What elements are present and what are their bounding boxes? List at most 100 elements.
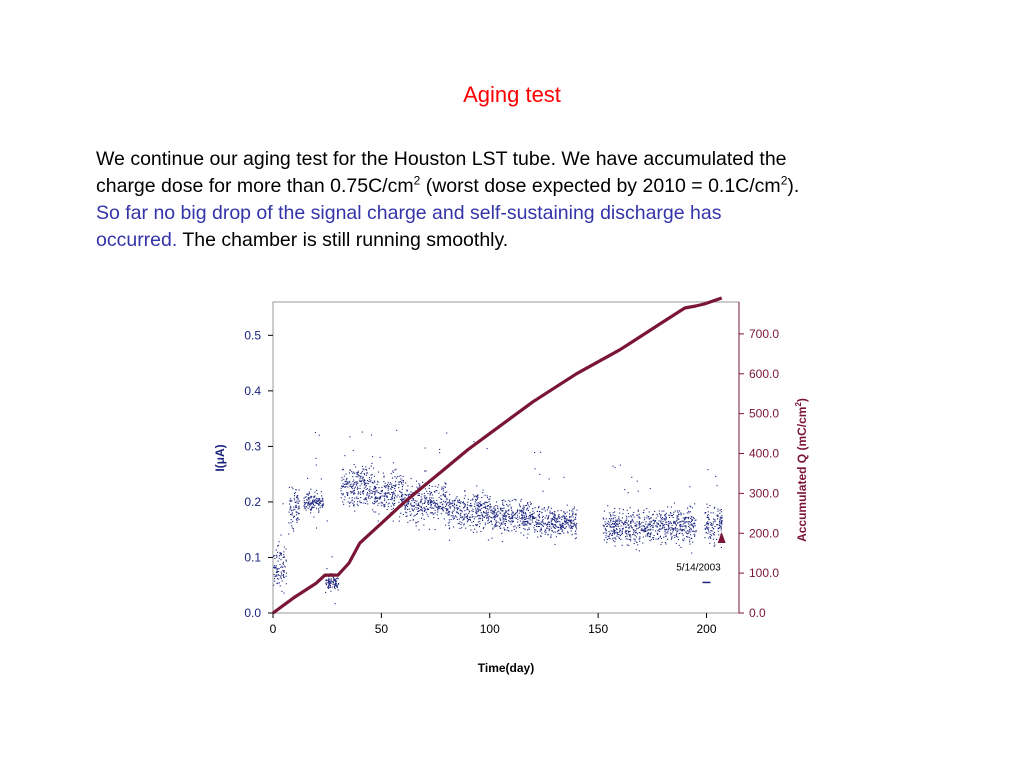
- current-point: [290, 505, 292, 507]
- current-point: [460, 514, 462, 516]
- current-point: [321, 495, 323, 497]
- current-point: [646, 515, 648, 517]
- current-point: [673, 511, 675, 513]
- current-point: [428, 528, 430, 530]
- current-point: [453, 526, 455, 528]
- current-point: [652, 526, 654, 528]
- current-point: [293, 530, 295, 532]
- current-point: [392, 470, 394, 472]
- current-point: [668, 526, 670, 528]
- current-point: [311, 507, 313, 509]
- current-point: [360, 481, 362, 483]
- current-point: [716, 485, 718, 487]
- current-point: [633, 530, 635, 532]
- current-point: [511, 520, 513, 522]
- current-point: [460, 516, 462, 518]
- current-point: [354, 493, 356, 495]
- current-point: [329, 581, 331, 583]
- current-point: [429, 499, 431, 501]
- current-point: [371, 474, 373, 476]
- current-point: [285, 559, 287, 561]
- current-point: [560, 533, 562, 535]
- current-point: [713, 533, 715, 535]
- current-point: [655, 525, 657, 527]
- current-point: [544, 531, 546, 533]
- current-point: [504, 523, 506, 525]
- current-point: [481, 518, 483, 520]
- current-point: [457, 501, 459, 503]
- current-point: [672, 517, 674, 519]
- current-point: [613, 533, 615, 535]
- current-point: [669, 516, 671, 518]
- current-point: [459, 509, 461, 511]
- current-point: [492, 510, 494, 512]
- current-point: [469, 511, 471, 513]
- current-point: [641, 530, 643, 532]
- current-point: [307, 501, 309, 503]
- current-point: [679, 528, 681, 530]
- current-point: [420, 506, 422, 508]
- current-point: [456, 508, 458, 510]
- current-point: [421, 517, 423, 519]
- current-point: [401, 495, 403, 497]
- current-point: [482, 519, 484, 521]
- current-point: [560, 527, 562, 529]
- current-point: [541, 520, 543, 522]
- current-point: [603, 510, 605, 512]
- current-point: [457, 522, 459, 524]
- current-point: [416, 512, 418, 514]
- current-point: [398, 501, 400, 503]
- current-point: [341, 479, 343, 481]
- current-point: [615, 520, 617, 522]
- current-point: [649, 524, 651, 526]
- current-point: [612, 521, 614, 523]
- current-point: [464, 510, 466, 512]
- current-point: [653, 523, 655, 525]
- current-point: [344, 480, 346, 482]
- current-point: [273, 555, 275, 557]
- current-point: [416, 480, 418, 482]
- current-point: [432, 503, 434, 505]
- current-point: [679, 510, 681, 512]
- current-point: [708, 537, 710, 539]
- current-point: [355, 476, 357, 478]
- current-point: [529, 519, 531, 521]
- current-point: [441, 507, 443, 509]
- current-point: [620, 539, 622, 541]
- current-point: [369, 481, 371, 483]
- current-point: [547, 528, 549, 530]
- current-point: [466, 507, 468, 509]
- current-point: [311, 496, 313, 498]
- current-point: [664, 523, 666, 525]
- current-point: [333, 585, 335, 587]
- current-point: [465, 513, 467, 515]
- right-y-tick-label: 100.0: [749, 566, 779, 580]
- current-point: [422, 510, 424, 512]
- current-point: [523, 524, 525, 526]
- current-point: [359, 502, 361, 504]
- current-point: [559, 517, 561, 519]
- current-point: [423, 506, 425, 508]
- current-point: [570, 519, 572, 521]
- current-point: [689, 511, 691, 513]
- current-point: [631, 518, 633, 520]
- current-point: [671, 537, 673, 539]
- current-point: [713, 545, 715, 547]
- current-point: [546, 524, 548, 526]
- current-point: [309, 493, 311, 495]
- current-point: [449, 494, 451, 496]
- current-point: [518, 503, 520, 505]
- current-point: [602, 517, 604, 519]
- current-point: [282, 503, 284, 505]
- current-point: [573, 519, 575, 521]
- current-point: [384, 503, 386, 505]
- current-point: [665, 517, 667, 519]
- current-point: [507, 530, 509, 532]
- current-point: [573, 522, 575, 524]
- current-point: [659, 528, 661, 530]
- current-point: [407, 521, 409, 523]
- current-point: [447, 522, 449, 524]
- current-point: [656, 526, 658, 528]
- current-point: [704, 528, 706, 530]
- plot-frame: [272, 301, 740, 614]
